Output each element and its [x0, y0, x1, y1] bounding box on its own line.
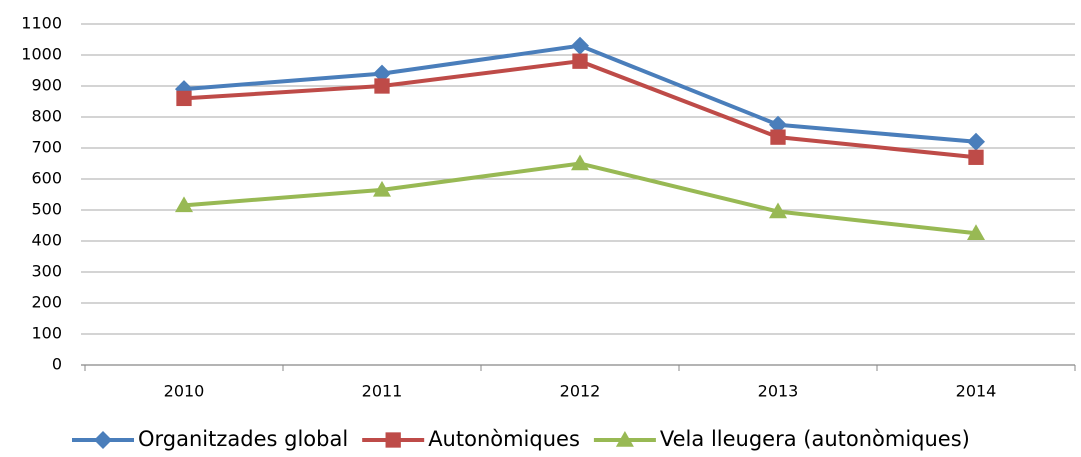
legend-label: Autonòmiques: [428, 427, 580, 451]
x-tick-label: 2014: [956, 382, 997, 401]
marker: [615, 431, 634, 447]
series-line: [183, 59, 977, 160]
legend-label: Organitzades global: [138, 427, 348, 451]
marker: [769, 115, 787, 134]
x-tick-label: 2013: [758, 382, 799, 401]
x-tick-label: 2012: [560, 382, 601, 401]
y-tick-label: 600: [31, 169, 62, 188]
marker: [967, 224, 985, 240]
legend-label: Vela lleugera (autonòmiques): [660, 427, 970, 451]
y-tick-label: 400: [31, 231, 62, 250]
y-tick-label: 300: [31, 262, 62, 281]
y-tick-label: 700: [31, 138, 62, 157]
marker: [176, 90, 192, 107]
marker: [967, 132, 985, 151]
marker: [175, 196, 193, 213]
marker: [968, 149, 984, 165]
y-tick-label: 0: [52, 355, 62, 374]
marker: [374, 78, 390, 94]
y-tick-label: 100: [31, 324, 62, 343]
marker: [373, 180, 391, 197]
y-tick-label: 500: [31, 200, 62, 219]
y-tick-label: 900: [31, 76, 62, 95]
y-tick-label: 200: [31, 293, 62, 312]
y-tick-label: 800: [31, 107, 62, 126]
marker: [571, 36, 589, 55]
x-tick-label: 2011: [362, 382, 403, 401]
marker: [373, 64, 391, 83]
series-line: [183, 161, 977, 236]
marker: [94, 431, 112, 449]
marker: [385, 432, 401, 448]
marker: [769, 202, 787, 219]
y-tick-label: 1100: [21, 14, 62, 33]
marker: [572, 53, 588, 69]
y-tick-label: 1000: [21, 45, 62, 64]
marker: [770, 129, 786, 145]
x-tick-label: 2010: [164, 382, 205, 401]
marker: [571, 154, 589, 171]
